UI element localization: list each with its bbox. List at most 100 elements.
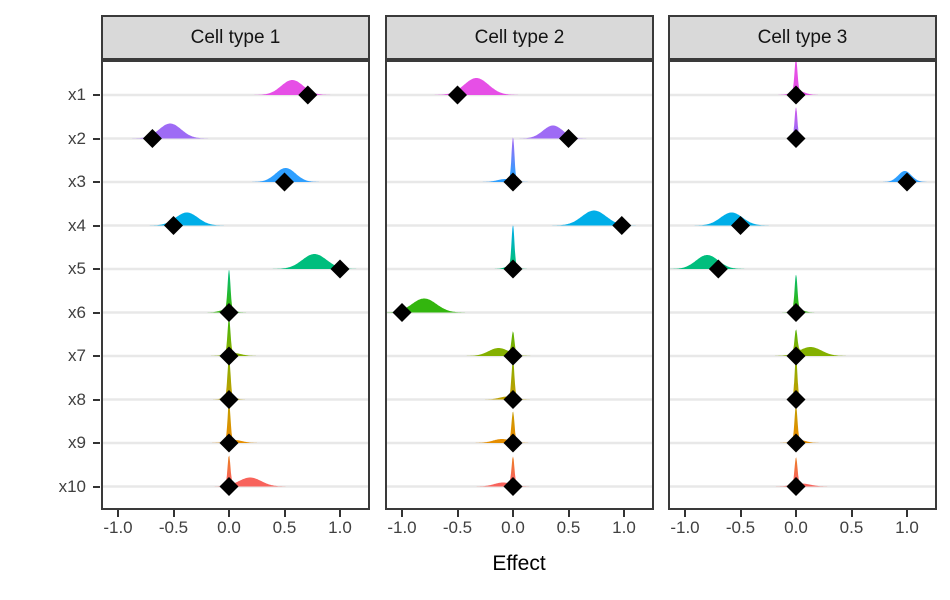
facet-panel [369,60,654,510]
density-ridge-x2 [789,107,803,139]
density-ridge-x8 [204,356,254,400]
point-estimate-diamond-x5 [503,259,523,279]
x-axis-tick-label: 1.0 [895,518,919,537]
point-estimate-diamond-x1 [298,85,318,105]
density-ridge-x10 [463,456,543,487]
density-ridge-x1 [421,78,532,95]
panel-border [668,60,937,510]
y-axis-label: x9 [68,433,86,452]
density-ridge-x6 [369,298,480,313]
x-axis-tick-label: 0.5 [839,518,864,537]
y-axis-tick [93,311,100,314]
x-axis-tick [567,510,570,517]
x-axis-tick [401,510,403,517]
density-ridge-x4 [539,210,649,226]
y-axis-tick [93,485,100,488]
x-axis-tick-label: -0.5 [725,518,756,537]
x-axis-tick-label: 0.0 [784,518,808,537]
x-axis-tick-label: -1.0 [103,518,133,537]
y-axis-label: x2 [68,128,86,148]
panel-border [101,60,370,510]
x-axis-tick-label: 0.0 [501,518,525,537]
y-axis-label: x3 [68,172,86,191]
y-axis-tick [93,224,100,227]
density-ridge-x2 [120,123,221,139]
point-estimate-diamond-x10 [219,477,239,496]
x-axis-tick [228,510,230,517]
x-axis-tick [172,510,175,517]
point-estimate-diamond-x3 [897,172,917,192]
y-axis-tick [93,94,100,96]
facet-strip-label: Cell type 2 [474,26,565,48]
density-ridge-x9 [199,403,270,443]
point-estimate-diamond-x6 [219,303,239,322]
x-axis-tick-label: -0.5 [442,518,473,537]
facet-strip-label: Cell type 1 [190,26,281,48]
x-axis-tick [456,510,459,517]
density-ridge-x4 [681,212,782,226]
y-axis-label: x10 [58,476,86,496]
y-axis-tick [93,137,100,140]
y-axis-tick [93,181,100,183]
density-ridge-x10 [200,455,300,487]
y-axis-label: x8 [68,389,86,409]
y-axis-label: x6 [68,302,86,322]
facet-strip-label: Cell type 3 [757,26,848,48]
x-axis-tick-label: 0.5 [272,518,297,537]
x-axis-tick [795,510,797,517]
facet-panel [101,60,370,510]
x-axis-tick [512,510,514,517]
density-ridge-x9 [461,411,542,443]
x-axis-tick [339,510,341,517]
density-ridge-x8 [472,360,543,400]
x-axis-tick [623,510,625,517]
density-ridge-x10 [761,457,842,487]
point-estimate-diamond-x8 [503,390,523,409]
point-estimate-diamond-x6 [392,303,412,322]
point-estimate-diamond-x4 [164,216,183,235]
point-estimate-diamond-x6 [786,303,806,322]
density-ridge-x2 [508,125,598,139]
point-estimate-diamond-x10 [786,477,806,496]
density-ridge-x7 [198,317,269,356]
x-axis-tick-label: 0.5 [556,518,581,537]
panel-border [385,60,654,510]
point-estimate-diamond-x4 [612,216,632,235]
point-estimate-diamond-x5 [330,259,350,279]
point-estimate-diamond-x3 [275,172,294,192]
density-ridge-x6 [196,270,257,313]
x-axis-tick-label: -1.0 [387,518,417,537]
density-ridge-x1 [242,80,343,95]
y-axis-label: x4 [68,215,86,235]
facet-panel [657,58,937,510]
x-axis-tick [283,510,286,517]
point-estimate-diamond-x2 [142,129,162,148]
density-ridge-x5 [259,254,370,269]
facet-strip: Cell type 2 [385,15,654,60]
y-axis-tick [93,442,100,444]
point-estimate-diamond-x9 [503,433,523,453]
facet-strip: Cell type 3 [668,15,937,60]
x-axis-tick-label: 1.0 [612,518,636,537]
facet-panel-canvas [101,60,370,510]
density-ridge-x8 [789,358,803,400]
point-estimate-diamond-x7 [786,346,806,366]
density-ridge-x1 [768,58,829,95]
y-axis-tick [93,398,100,401]
density-ridge-x5 [657,255,758,269]
point-estimate-diamond-x3 [503,172,523,192]
density-ridge-x5 [485,225,536,269]
x-axis-tick [739,510,742,517]
x-axis-tick [850,510,853,517]
x-axis-tick-label: -1.0 [670,518,700,537]
x-axis-tick-label: -0.5 [158,518,189,537]
point-estimate-diamond-x8 [219,390,239,409]
x-axis-tick [684,510,686,517]
point-estimate-diamond-x9 [219,433,239,453]
y-axis-label: x1 [68,85,86,104]
x-axis-tick-label: 1.0 [328,518,352,537]
facet-panel-canvas [657,58,937,510]
point-estimate-diamond-x1 [448,85,467,105]
point-estimate-diamond-x10 [503,477,523,496]
x-axis-tick [906,510,908,517]
